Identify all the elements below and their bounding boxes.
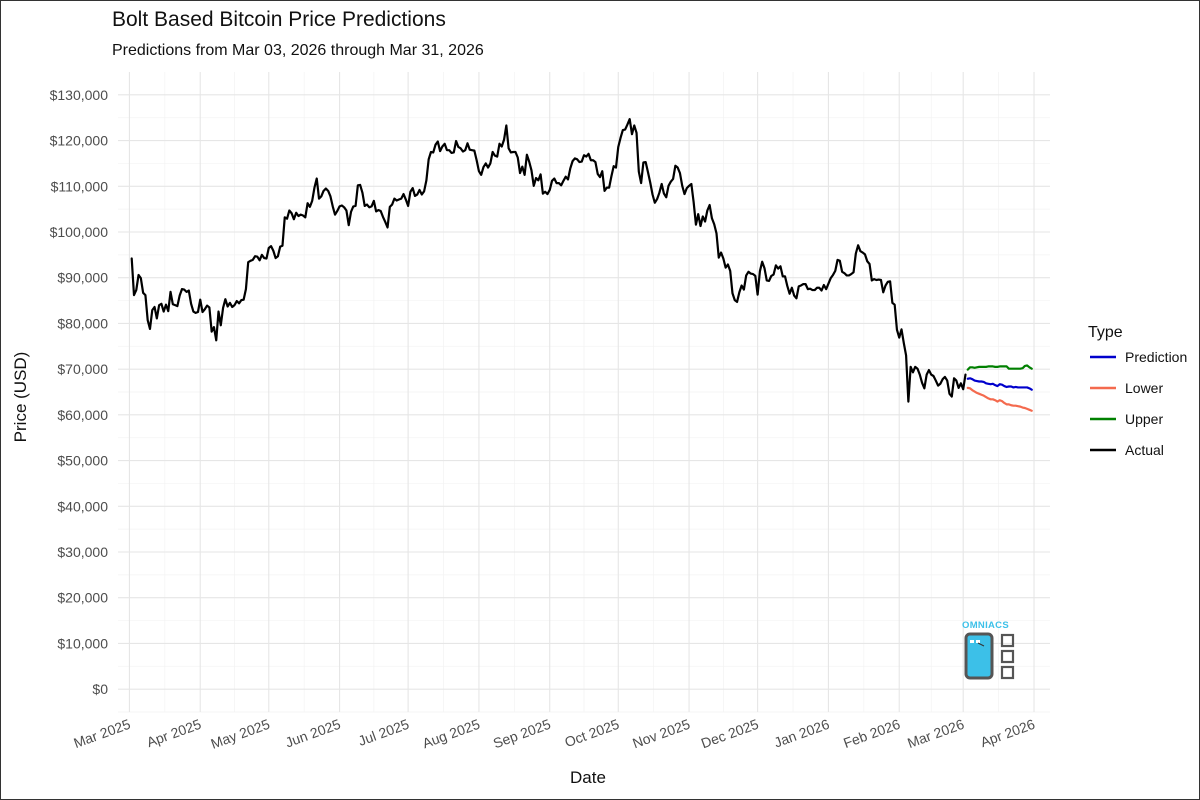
legend-label-prediction: Prediction — [1125, 349, 1187, 365]
y-tick-label: $50,000 — [57, 453, 108, 469]
series-line-prediction — [966, 377, 1033, 391]
x-tick-label: Apr 2025 — [144, 716, 203, 751]
y-tick-label: $70,000 — [57, 361, 108, 377]
x-tick-label: Dec 2025 — [699, 716, 761, 752]
series-line-upper — [966, 364, 1033, 371]
series-line-actual — [130, 117, 967, 403]
x-tick-label: Jul 2025 — [356, 716, 411, 749]
x-tick-label: Oct 2025 — [562, 716, 621, 751]
y-tick-label: $110,000 — [51, 178, 109, 194]
series-layer — [130, 117, 1033, 412]
logo-text: OMNIACS — [962, 620, 1009, 631]
y-tick-label: $30,000 — [57, 544, 108, 560]
phone-icon — [964, 632, 994, 680]
legend-title: Type — [1088, 324, 1123, 341]
y-tick-label: $90,000 — [57, 270, 108, 286]
legend-label-lower: Lower — [1125, 380, 1163, 396]
x-axis-title: Date — [570, 768, 606, 787]
y-tick-label: $10,000 — [57, 635, 108, 651]
series-line-lower — [966, 386, 1033, 412]
y-axis-ticks: $0 $10,000 $20,000 $30,000 $40,000 $50,000 $60… — [50, 87, 109, 697]
x-tick-label: Feb 2026 — [841, 716, 902, 751]
chart-title: Bolt Based Bitcoin Price Predictions — [112, 8, 446, 31]
legend: Type Prediction Lower Upper Actual — [1088, 324, 1187, 458]
x-tick-label: Jan 2026 — [772, 716, 832, 751]
x-tick-label: Mar 2025 — [71, 716, 132, 751]
legend-label-actual: Actual — [1125, 442, 1164, 458]
y-tick-label: $100,000 — [50, 224, 109, 240]
legend-label-upper: Upper — [1125, 411, 1163, 427]
chart-subtitle: Predictions from Mar 03, 2026 through Ma… — [112, 42, 484, 59]
x-tick-label: Jun 2025 — [283, 716, 343, 751]
y-tick-label: $130,000 — [50, 87, 109, 103]
x-tick-label: May 2025 — [209, 716, 272, 752]
x-axis-ticks: Mar 2025 Apr 2025 May 2025 Jun 2025 Jul 2025… — [71, 716, 1037, 752]
y-tick-label: $0 — [92, 681, 108, 697]
x-tick-label: Sep 2025 — [491, 716, 553, 752]
x-tick-label: Aug 2025 — [420, 716, 482, 752]
x-tick-label: Mar 2026 — [905, 716, 966, 751]
x-tick-label: Apr 2026 — [978, 716, 1037, 751]
y-tick-label: $60,000 — [57, 407, 108, 423]
y-tick-label: $40,000 — [57, 498, 108, 514]
y-tick-label: $80,000 — [57, 315, 108, 331]
x-tick-label: Nov 2025 — [630, 716, 692, 752]
y-tick-label: $120,000 — [50, 133, 109, 149]
y-axis-title: Price (USD) — [11, 352, 30, 443]
grid-minor — [118, 72, 1050, 713]
dao-blocks-icon — [1000, 633, 1015, 680]
y-tick-label: $20,000 — [57, 590, 108, 606]
omniacs-logo: OMNIACS — [962, 620, 1015, 680]
grid-major — [118, 72, 1050, 712]
